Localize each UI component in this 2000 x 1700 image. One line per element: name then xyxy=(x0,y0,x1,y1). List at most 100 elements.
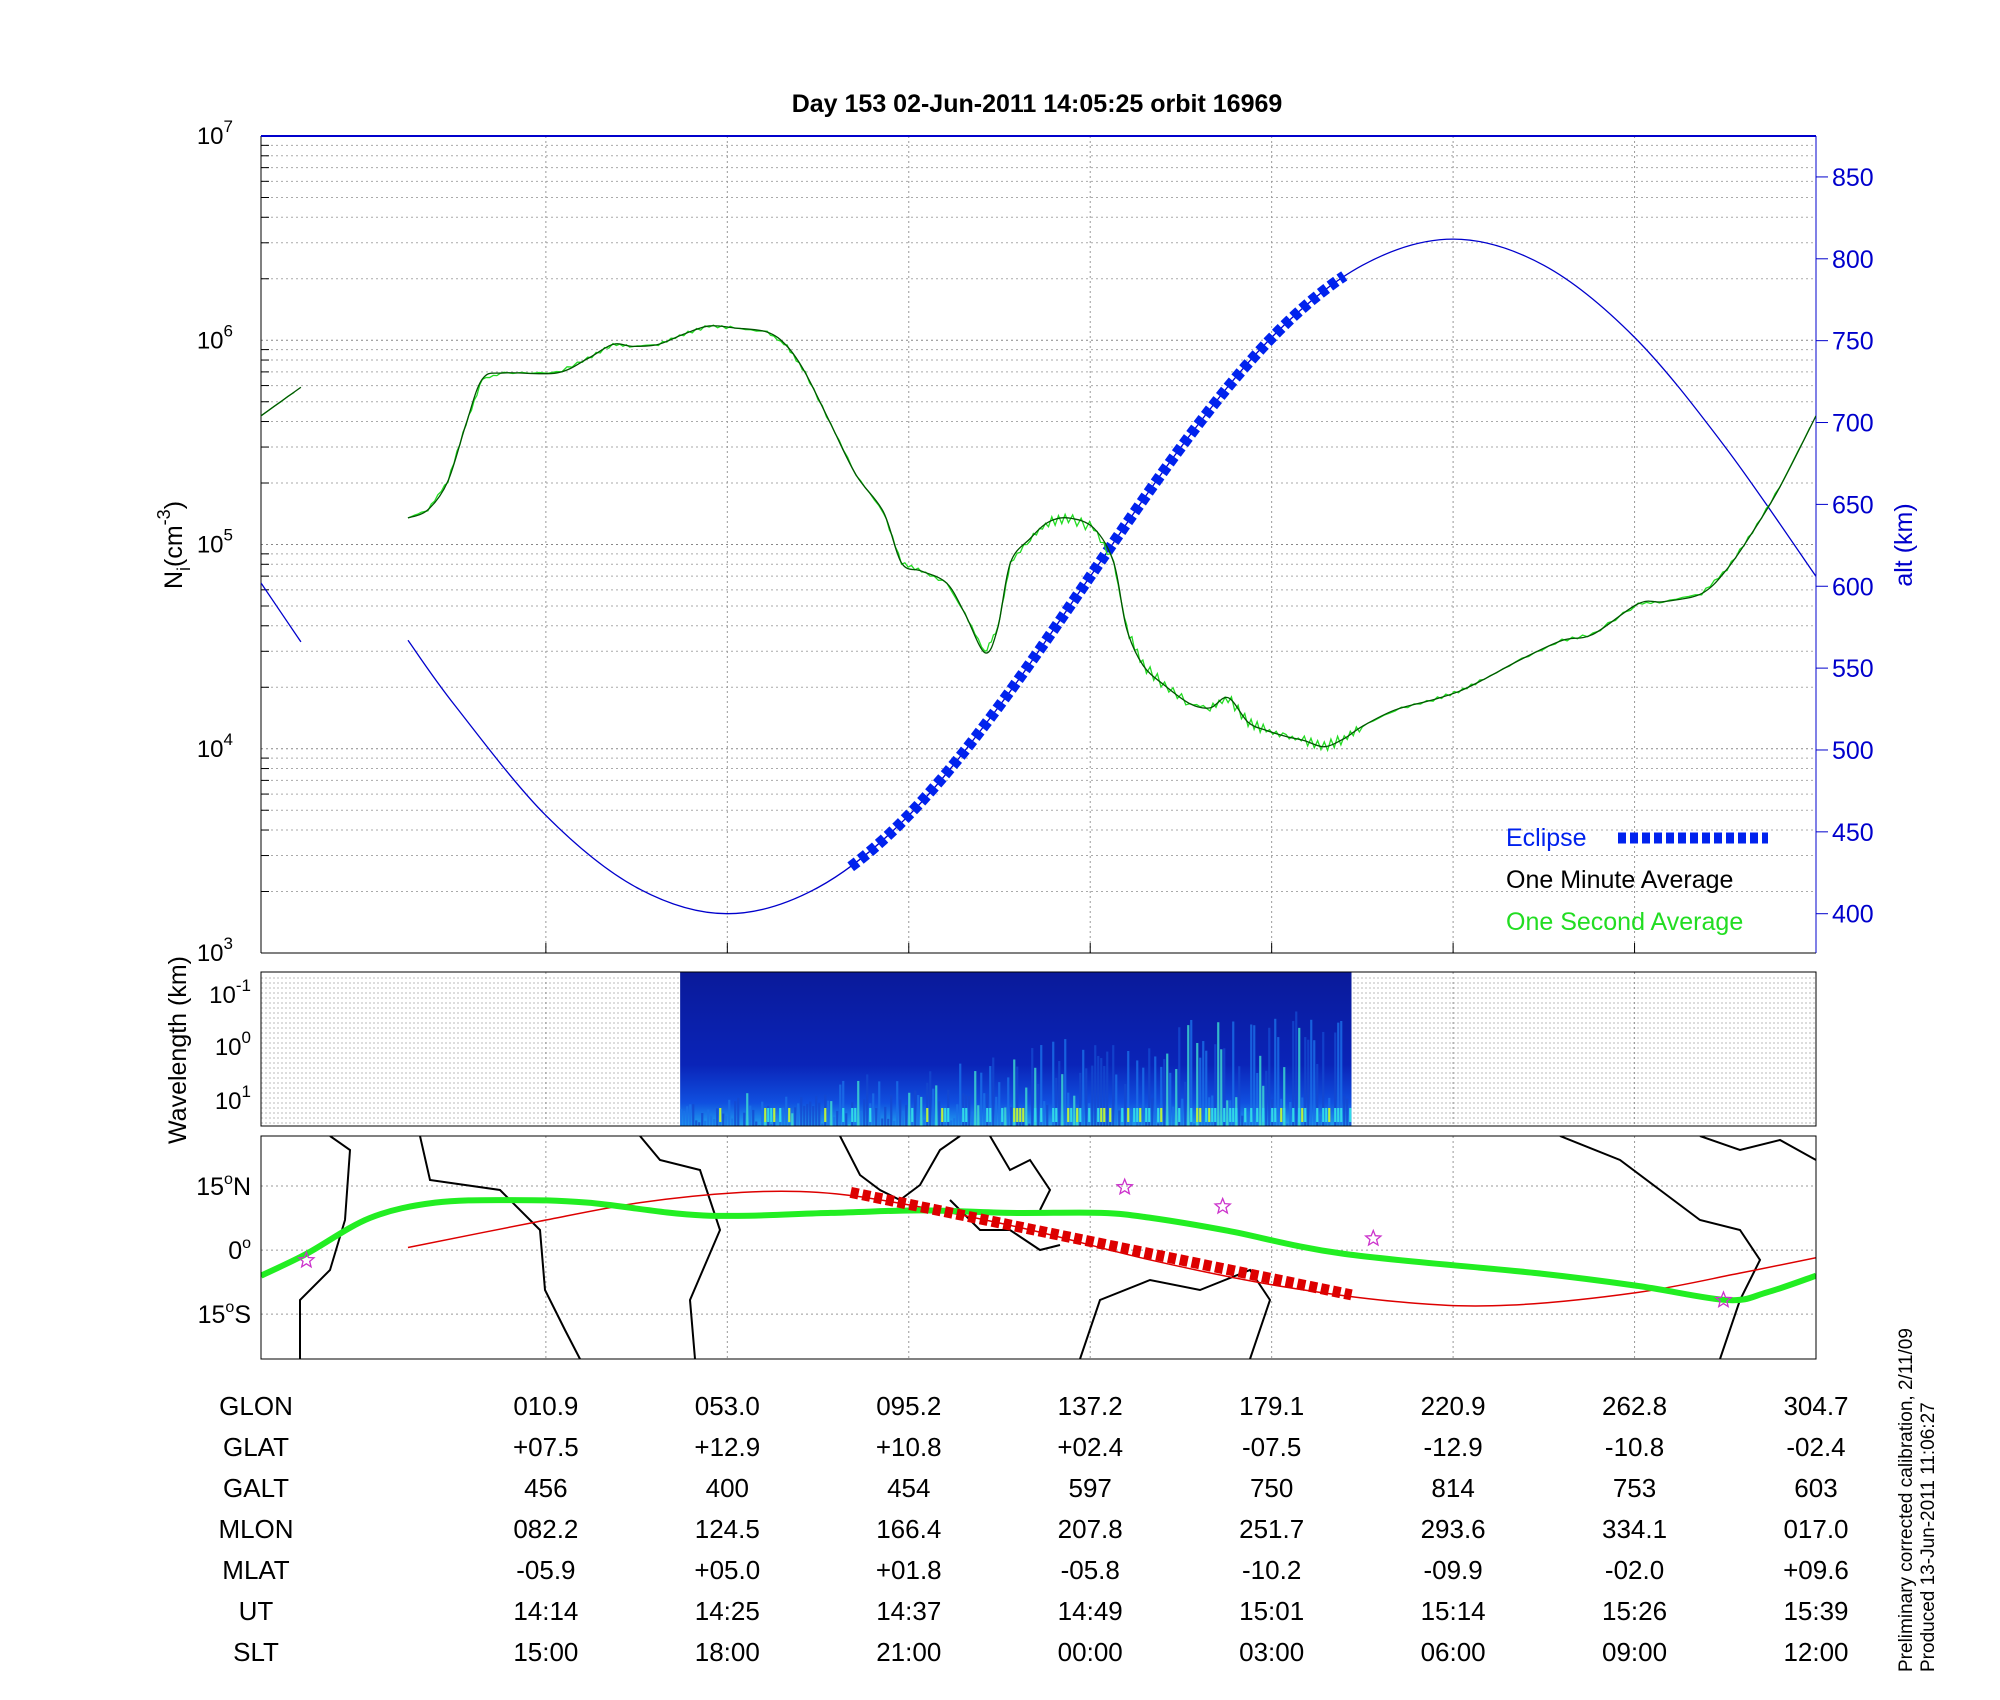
table-cell: -10.2 xyxy=(1242,1555,1301,1585)
spectrogram-column xyxy=(1205,1050,1208,1126)
spectrogram-cell xyxy=(824,1108,827,1122)
spectrogram-column xyxy=(1166,1053,1169,1126)
spectrogram-column xyxy=(707,1109,710,1126)
table-cell: -02.4 xyxy=(1786,1432,1845,1462)
spectrogram-column xyxy=(1247,1112,1250,1126)
spectrogram-column xyxy=(1115,1074,1118,1126)
spectrogram-column xyxy=(1274,1018,1277,1126)
spectrogram-column xyxy=(1238,1066,1241,1126)
table-cell: -12.9 xyxy=(1423,1432,1482,1462)
table-cell: 137.2 xyxy=(1058,1391,1123,1421)
table-cell: -02.0 xyxy=(1605,1555,1664,1585)
spectrogram-column xyxy=(1307,1039,1310,1126)
spectrogram-cell xyxy=(1016,1108,1019,1122)
spectrogram-column xyxy=(983,1093,986,1126)
spectrogram-column xyxy=(887,1118,890,1126)
star-marker-icon xyxy=(1714,1290,1733,1308)
spectrogram-cell xyxy=(1109,1108,1112,1122)
spectrogram-column xyxy=(1253,1025,1256,1126)
spectrogram-column xyxy=(1262,1085,1265,1126)
spectrogram-column xyxy=(1340,1020,1343,1126)
table-cell: 603 xyxy=(1794,1473,1837,1503)
spectrogram-column xyxy=(950,1120,953,1126)
y-tick-label: 103 xyxy=(197,934,233,967)
spectrogram-cell xyxy=(788,1108,791,1122)
wavelength-tick-label: 10-1 xyxy=(209,976,251,1009)
spectrogram-column xyxy=(1244,1122,1247,1126)
spectrogram-cell xyxy=(1337,1108,1340,1122)
coastline xyxy=(299,1136,352,1359)
lat-tick-label: 15oN xyxy=(196,1171,251,1201)
spectrogram-column xyxy=(1073,1095,1076,1126)
table-cell: +05.0 xyxy=(694,1555,760,1585)
table-cell: 095.2 xyxy=(876,1391,941,1421)
spectrogram-column xyxy=(1223,1048,1226,1126)
spectrogram-column xyxy=(872,1093,875,1126)
spectrogram-cell xyxy=(1190,1108,1193,1122)
table-cell: 14:49 xyxy=(1058,1596,1123,1626)
table-cell: 053.0 xyxy=(695,1391,760,1421)
spectrogram-cell xyxy=(1235,1108,1238,1122)
spectrogram-cell xyxy=(1328,1108,1331,1122)
table-row-label: SLT xyxy=(233,1637,279,1667)
spectrogram-cell xyxy=(947,1108,950,1122)
spectrogram-column xyxy=(860,1111,863,1126)
spectrogram-cell xyxy=(1349,1108,1352,1122)
table-cell: 15:14 xyxy=(1421,1596,1486,1626)
one-minute-average-line xyxy=(261,386,302,417)
spectrogram-column xyxy=(959,1063,962,1126)
spectrogram-column xyxy=(797,1103,800,1126)
spectrogram-column xyxy=(1196,1042,1199,1126)
spectrogram-column xyxy=(698,1122,701,1126)
alt-tick-label: 450 xyxy=(1832,819,1874,847)
spectrogram-column xyxy=(743,1112,746,1126)
spectrogram-column xyxy=(1097,1055,1100,1126)
spectrogram-column xyxy=(890,1095,893,1126)
spectrogram-column xyxy=(1187,1025,1190,1126)
spectrogram-column xyxy=(788,1122,791,1126)
alt-tick-label: 400 xyxy=(1832,901,1874,929)
spectrogram-column xyxy=(713,1119,716,1126)
spectrogram-cell xyxy=(1145,1108,1148,1122)
spectrogram-column xyxy=(779,1121,782,1126)
spectrogram-cell xyxy=(1133,1108,1136,1122)
side-note-line-2: Produced 13-Jun-2011 11:06:27 xyxy=(1918,1402,1939,1672)
spectrogram-column xyxy=(833,1117,836,1126)
wavelength-axis-label: Wavelength (km) xyxy=(164,956,192,1144)
one-second-average-line xyxy=(407,324,1811,753)
spectrogram-column xyxy=(1142,1067,1145,1126)
coastline xyxy=(1559,1136,1762,1359)
spectrogram-column xyxy=(1175,1069,1178,1126)
spectrogram-column xyxy=(1163,1059,1166,1126)
spectrogram-column xyxy=(1193,1123,1196,1126)
spectrogram-cell xyxy=(1136,1108,1139,1122)
spectrogram-column xyxy=(1016,1066,1019,1126)
spectrogram-cell xyxy=(1256,1108,1259,1122)
spectrogram-column xyxy=(992,1057,995,1126)
alt-tick-label: 650 xyxy=(1832,491,1874,519)
spectrogram-column xyxy=(812,1106,815,1126)
spectrogram-column xyxy=(1160,1066,1163,1126)
spectrogram-column xyxy=(1214,1044,1217,1126)
table-cell: +10.8 xyxy=(876,1432,942,1462)
spectrogram-cell xyxy=(719,1108,722,1122)
y-axis-label: Ni(cm-3) xyxy=(154,501,194,589)
spectrogram-column xyxy=(902,1111,905,1126)
spectrogram-column xyxy=(683,1110,686,1126)
spectrogram-column xyxy=(722,1113,725,1126)
spectrogram-cell xyxy=(1208,1108,1211,1122)
spectrogram-cell xyxy=(1223,1108,1226,1122)
spectrogram-column xyxy=(974,1071,977,1126)
legend-second-label: One Second Average xyxy=(1506,908,1743,936)
spectrogram-column xyxy=(734,1101,737,1126)
spectrogram-column xyxy=(1172,1106,1175,1126)
spectrogram-cell xyxy=(1292,1108,1295,1122)
spectrogram-column xyxy=(896,1081,899,1126)
spectrogram-cell xyxy=(1079,1108,1082,1122)
coastline xyxy=(639,1136,722,1359)
alt-tick-label: 800 xyxy=(1832,246,1874,274)
spectrogram-column xyxy=(800,1097,803,1126)
spectrogram-column xyxy=(785,1096,788,1126)
spectrogram-cell xyxy=(1334,1108,1337,1122)
table-cell: 03:00 xyxy=(1239,1637,1304,1667)
